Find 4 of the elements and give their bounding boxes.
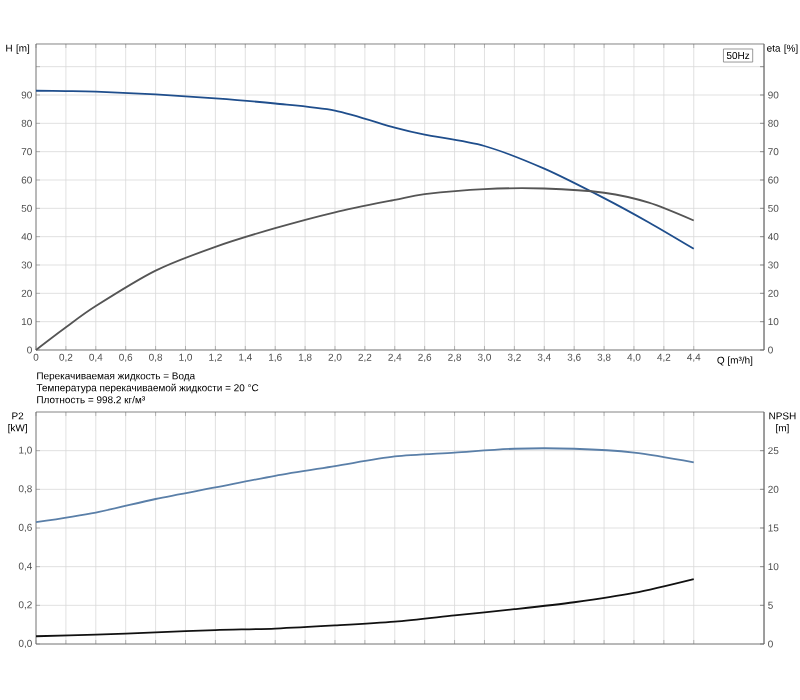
line-series [35, 187, 695, 351]
line-series [35, 578, 695, 638]
line-series [35, 447, 695, 524]
line-series [35, 89, 695, 250]
